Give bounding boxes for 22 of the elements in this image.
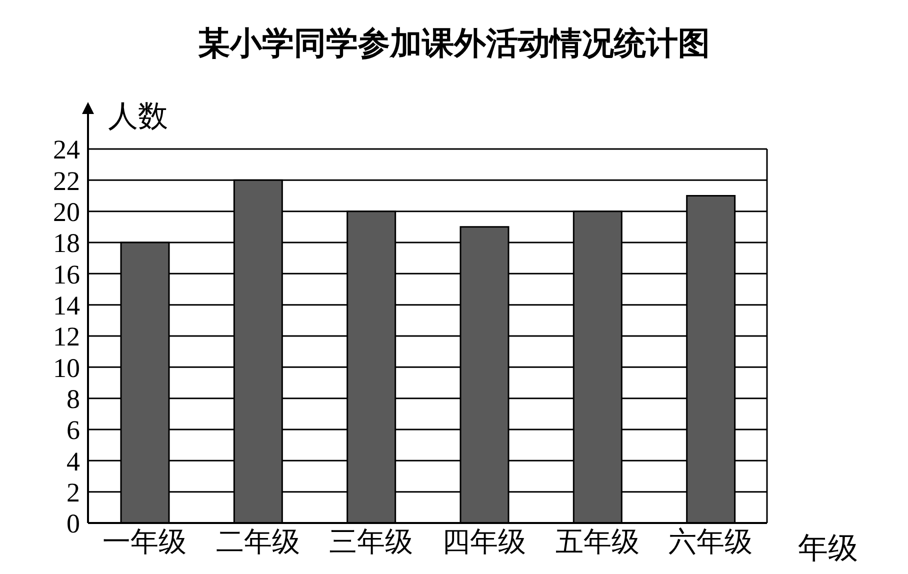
y-tick-label: 8 [66, 384, 80, 414]
y-tick-label: 12 [53, 322, 80, 352]
x-tick-label: 五年级 [555, 526, 640, 558]
y-tick-label: 22 [53, 166, 80, 196]
x-tick-label: 四年级 [442, 526, 526, 558]
y-tick-label: 6 [66, 415, 80, 446]
x-tick-label: 六年级 [668, 526, 752, 558]
x-axis-title: 年级 [798, 530, 858, 568]
y-tick-label: 18 [53, 228, 80, 258]
y-tick-label: 20 [53, 196, 80, 227]
y-tick-label: 10 [53, 352, 80, 383]
y-tick-label: 14 [53, 290, 80, 320]
y-axis-title: 人数 [108, 98, 168, 136]
y-tick-label: 4 [66, 446, 80, 476]
x-tick-label: 二年级 [216, 526, 300, 558]
y-tick-label: 24 [53, 134, 80, 165]
y-tick-label: 0 [66, 508, 80, 539]
y-tick-label: 16 [53, 259, 80, 290]
chart-title: 某小学同学参加课外活动情况统计图 [197, 23, 711, 64]
x-tick-label: 一年级 [102, 526, 187, 558]
y-tick-label: 2 [66, 477, 80, 508]
x-tick-label: 三年级 [328, 526, 413, 558]
